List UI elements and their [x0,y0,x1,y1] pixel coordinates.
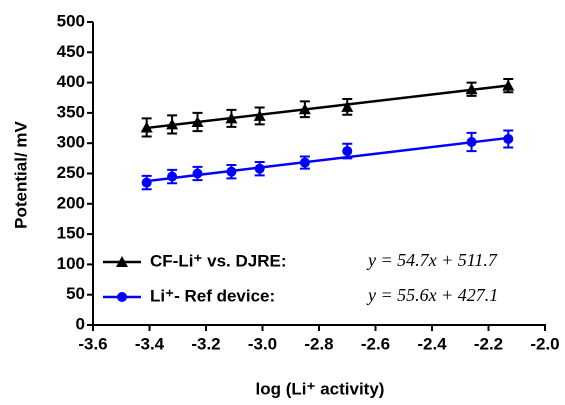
marker [466,136,477,147]
marker [166,118,179,130]
marker [502,79,515,91]
y-tick-label: 300 [57,133,85,152]
marker [299,157,310,168]
legend-label: CF-Li⁺ vs. DJRE: [150,251,287,270]
fit-line [146,136,509,183]
y-tick-label: 50 [66,284,85,303]
fit-equation: y = 54.7x + 511.7 [366,250,498,270]
marker [298,103,311,115]
x-tick-label: -2.6 [361,334,390,353]
marker [341,100,354,112]
x-axis-title: log (Li⁺ activity) [256,379,385,398]
y-tick-label: 100 [57,254,85,273]
fit-line [146,84,509,130]
marker [226,166,237,177]
x-tick-label: -2.4 [417,334,447,353]
x-tick-label: -2.2 [474,334,503,353]
marker [254,163,265,174]
marker [503,133,514,144]
marker [465,83,478,95]
y-tick-label: 400 [57,72,85,91]
y-tick-label: 250 [57,163,85,182]
legend-marker [117,292,127,302]
legend-marker [116,256,128,267]
x-tick-label: -2.8 [304,334,333,353]
marker [167,171,178,182]
y-tick-label: 450 [57,42,85,61]
y-tick-label: 150 [57,224,85,243]
y-tick-label: 500 [57,11,85,30]
legend-label: Li⁺- Ref device: [150,286,275,305]
x-tick-label: -2.0 [530,334,559,353]
marker [225,112,238,124]
marker [191,115,204,127]
y-tick-label: 200 [57,193,85,212]
marker [192,168,203,179]
y-tick-label: 0 [76,314,85,333]
marker [141,177,152,188]
fit-equation: y = 55.6x + 427.1 [366,285,498,305]
marker [253,109,266,121]
x-tick-label: -3.4 [135,334,165,353]
y-tick-label: 350 [57,102,85,121]
y-axis-title: Potential/ mV [11,120,30,228]
x-tick-label: -3.0 [248,334,277,353]
x-tick-label: -3.2 [191,334,220,353]
marker [342,146,353,157]
x-tick-label: -3.6 [78,334,107,353]
marker [140,121,153,133]
